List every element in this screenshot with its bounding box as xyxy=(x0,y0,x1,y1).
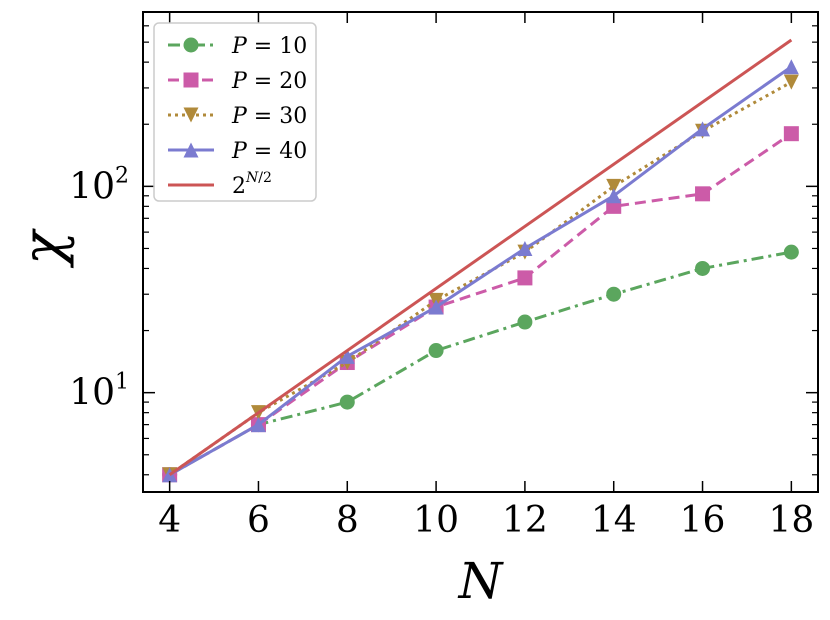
legend-label-var: P xyxy=(231,139,248,164)
series-5 xyxy=(168,38,793,476)
legend-item: P = 30 xyxy=(168,104,307,129)
series-2-point xyxy=(517,270,533,286)
legend-item: P = 40 xyxy=(168,139,307,164)
legend-swatch-marker xyxy=(183,37,199,53)
legend-label: P = 40 xyxy=(231,139,307,164)
x-tick-label: 18 xyxy=(768,500,814,541)
y-tick-label: 102 xyxy=(69,163,129,207)
series-1-point xyxy=(695,260,711,276)
x-tick-label: 6 xyxy=(247,500,270,541)
series-3-point xyxy=(606,178,622,194)
y-axis-title: χ xyxy=(11,228,76,269)
legend-item: P = 10 xyxy=(168,34,307,59)
legend-label-base: 2 xyxy=(232,174,246,199)
legend-swatch-marker xyxy=(183,107,199,123)
legend-label-exp: N xyxy=(245,170,259,186)
y-tick-exponent: 2 xyxy=(115,163,129,188)
series-4-line xyxy=(168,65,793,477)
x-tick-label: 12 xyxy=(502,500,548,541)
legend-item: 2N/2 xyxy=(168,170,272,199)
series-1-point xyxy=(783,244,799,260)
legend-label-eq: = 30 xyxy=(247,104,307,129)
series-1-point xyxy=(517,314,533,330)
legend-label: P = 10 xyxy=(231,34,307,59)
legend-label: P = 20 xyxy=(231,69,307,94)
y-tick-exponent: 1 xyxy=(115,370,129,395)
x-tick-label: 4 xyxy=(158,500,181,541)
series-2-point xyxy=(783,126,799,142)
series-4-point xyxy=(783,59,799,75)
series-4 xyxy=(162,59,799,483)
series-1-point xyxy=(606,286,622,302)
x-tick-label: 14 xyxy=(591,500,637,541)
plot-frame xyxy=(142,11,819,493)
series-4-point xyxy=(428,299,444,315)
legend-label: P = 30 xyxy=(231,104,307,129)
x-tick-label: 16 xyxy=(680,500,726,541)
legend-label-eq: = 10 xyxy=(247,34,307,59)
legend-swatch-marker xyxy=(183,72,199,88)
legend-item: P = 20 xyxy=(168,69,307,94)
y-tick-base: 10 xyxy=(69,166,115,207)
legend-label-var: P xyxy=(231,104,248,129)
legend-label-eq: = 20 xyxy=(247,69,307,94)
legend-label-eq: = 40 xyxy=(247,139,307,164)
series-4-point xyxy=(695,121,711,137)
legend-label-var: P xyxy=(231,34,248,59)
series-2-point xyxy=(695,186,711,202)
x-tick-label: 8 xyxy=(336,500,359,541)
series-1-point xyxy=(428,343,444,359)
series-3-point xyxy=(783,74,799,90)
series-1-line xyxy=(168,250,792,477)
series-layer xyxy=(162,38,799,483)
series-4-point xyxy=(339,348,355,364)
x-axis-title: N xyxy=(458,552,505,610)
legend-label-exp-div: /2 xyxy=(258,170,272,186)
series-5-line xyxy=(168,38,793,476)
y-tick-base: 10 xyxy=(69,373,115,414)
y-tick-label: 101 xyxy=(69,370,129,414)
series-1-point xyxy=(339,394,355,410)
series-4-point xyxy=(250,417,266,433)
series-4-point xyxy=(517,240,533,256)
x-tick-label: 10 xyxy=(413,500,459,541)
series-4-point xyxy=(606,188,622,204)
legend-swatch-marker xyxy=(183,142,199,158)
legend-label: 2N/2 xyxy=(232,170,272,199)
legend-label-var: P xyxy=(231,69,248,94)
series-1 xyxy=(162,244,799,483)
